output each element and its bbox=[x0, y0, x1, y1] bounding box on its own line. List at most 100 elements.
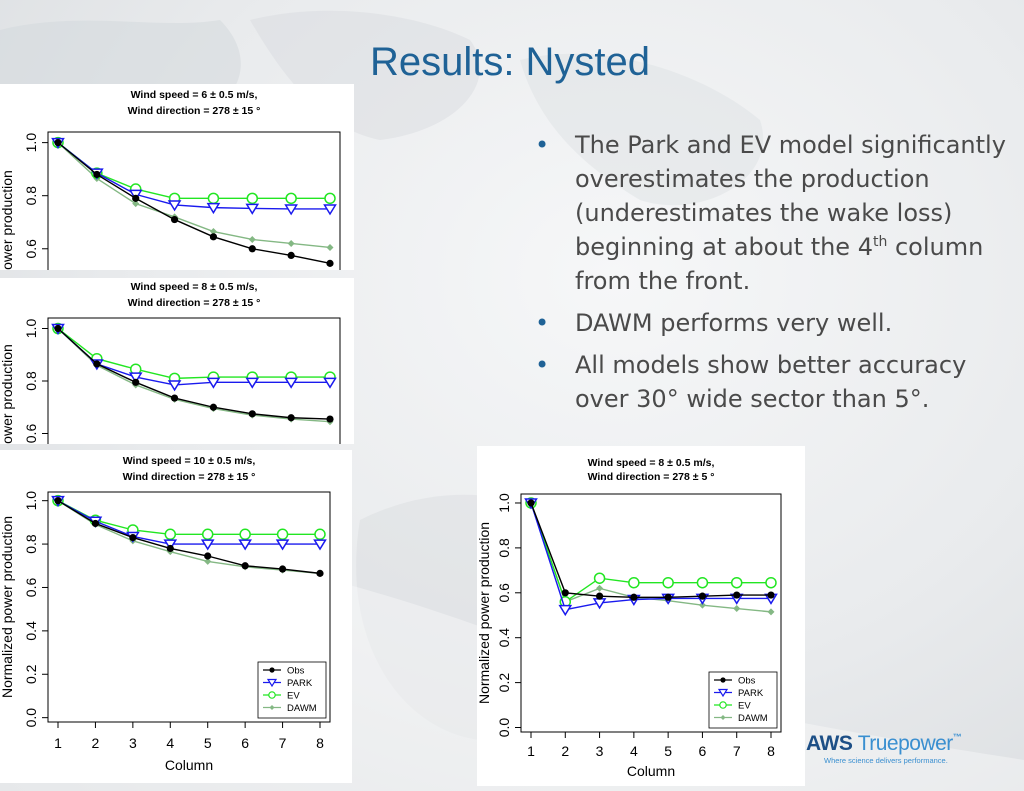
point-obs bbox=[733, 591, 741, 599]
legend-label: EV bbox=[287, 691, 300, 702]
point-park bbox=[167, 380, 182, 392]
chart-ws6-dir15: Wind speed = 6 ± 0.5 m/s, Wind direction … bbox=[0, 89, 341, 270]
point-obs bbox=[54, 497, 62, 505]
x-axis-label: Column bbox=[627, 763, 675, 779]
bullet-item: • All models show better accuracy over 3… bbox=[535, 348, 1015, 416]
chart-ws10-dir15: Wind speed = 10 ± 0.5 m/s, Wind direction… bbox=[0, 455, 331, 773]
series-line-dawm bbox=[57, 327, 331, 423]
point-obs bbox=[93, 360, 101, 368]
point-obs bbox=[287, 414, 295, 422]
point-obs bbox=[248, 410, 256, 418]
plot-frame bbox=[47, 317, 341, 444]
y-tick-label: 0.8 bbox=[23, 534, 39, 554]
point-ev bbox=[164, 528, 177, 541]
y-tick-label: 0.4 bbox=[23, 621, 39, 641]
chart-panel-3: Wind speed = 10 ± 0.5 m/s, Wind direction… bbox=[0, 450, 352, 783]
point-obs bbox=[561, 589, 569, 597]
x-tick-label: 6 bbox=[699, 743, 707, 759]
point-park bbox=[275, 539, 290, 551]
point-park bbox=[245, 377, 260, 389]
bullet-list: • The Park and EV model significantly ov… bbox=[535, 128, 1015, 424]
legend-label: EV bbox=[738, 701, 751, 712]
point-ev bbox=[765, 576, 777, 589]
chart-title-line: Wind direction = 278 ± 15 ° bbox=[128, 297, 261, 309]
point-park bbox=[167, 200, 182, 212]
plot-frame bbox=[47, 131, 341, 270]
point-ev bbox=[324, 192, 336, 205]
y-tick-label: 1.0 bbox=[23, 133, 39, 153]
point-obs bbox=[698, 592, 707, 600]
point-ev bbox=[314, 528, 326, 541]
point-park bbox=[245, 203, 260, 215]
series-line-obs bbox=[57, 327, 331, 420]
point-park bbox=[323, 204, 337, 216]
aws-truepower-logo: AWS Truepower™ Where science delivers pe… bbox=[806, 732, 962, 765]
y-axis-label: ower production bbox=[0, 170, 15, 270]
y-tick-label: 0.6 bbox=[23, 424, 39, 444]
y-tick-label: 0.0 bbox=[23, 708, 39, 728]
point-park bbox=[284, 204, 298, 216]
legend-label: DAWM bbox=[287, 703, 317, 714]
chart-title-line: Wind speed = 8 ± 0.5 m/s, bbox=[588, 457, 715, 469]
y-tick-label: 1.0 bbox=[496, 493, 512, 513]
chart-ws8-dir5: Wind speed = 8 ± 0.5 m/s, Wind direction … bbox=[477, 457, 782, 779]
chart-title-line: Wind direction = 278 ± 15 ° bbox=[128, 105, 261, 117]
legend-marker bbox=[717, 688, 729, 698]
series-line-park bbox=[57, 327, 330, 386]
bullet-marker: • bbox=[535, 131, 550, 159]
point-ev bbox=[662, 576, 674, 589]
point-dawm bbox=[767, 608, 775, 616]
point-dawm bbox=[326, 243, 334, 251]
point-park bbox=[558, 604, 573, 617]
x-tick-label: 8 bbox=[316, 735, 324, 751]
series-line-park bbox=[57, 500, 320, 545]
point-obs bbox=[767, 591, 775, 599]
point-park bbox=[128, 372, 143, 384]
point-obs bbox=[316, 569, 324, 577]
point-park bbox=[163, 539, 178, 551]
series-line-obs bbox=[57, 500, 321, 575]
point-obs bbox=[209, 233, 218, 241]
point-park bbox=[313, 539, 327, 551]
series-line-obs bbox=[530, 502, 771, 598]
point-ev bbox=[730, 576, 743, 589]
point-ev bbox=[246, 192, 259, 205]
plot-frame bbox=[47, 491, 331, 723]
point-dawm bbox=[204, 557, 212, 565]
chart-title-line: Wind direction = 278 ± 15 ° bbox=[123, 471, 256, 483]
point-obs bbox=[170, 215, 179, 224]
legend-marker bbox=[719, 701, 727, 709]
series-line-park bbox=[530, 502, 771, 611]
point-obs bbox=[278, 565, 287, 573]
chart-title-line: Wind speed = 10 ± 0.5 m/s, bbox=[123, 455, 256, 467]
legend-label: DAWM bbox=[738, 713, 768, 724]
y-tick-label: 0.6 bbox=[23, 578, 39, 598]
point-ev bbox=[207, 192, 220, 205]
x-tick-label: 1 bbox=[527, 743, 535, 759]
legend-box bbox=[708, 671, 778, 729]
y-axis-label: Normalized power production bbox=[0, 516, 15, 698]
point-ev bbox=[593, 572, 606, 584]
x-tick-label: 1 bbox=[54, 735, 62, 751]
y-axis-label: Normalized power production bbox=[477, 522, 492, 704]
point-park bbox=[206, 202, 221, 215]
bullet-text: The Park and EV model significantly over… bbox=[575, 131, 1006, 295]
bullet-text: DAWM performs very well. bbox=[575, 309, 893, 337]
legend-marker bbox=[268, 691, 276, 699]
x-tick-label: 2 bbox=[561, 743, 569, 759]
x-tick-label: 5 bbox=[664, 743, 672, 759]
point-obs bbox=[209, 403, 218, 411]
point-obs bbox=[664, 593, 672, 601]
x-tick-label: 2 bbox=[92, 735, 100, 751]
chart-title-line: Wind speed = 8 ± 0.5 m/s, bbox=[131, 281, 258, 293]
series-line-ev bbox=[57, 327, 330, 380]
point-ev bbox=[201, 528, 214, 541]
point-obs bbox=[54, 324, 62, 333]
x-tick-label: 5 bbox=[204, 735, 212, 751]
point-park bbox=[206, 377, 221, 389]
point-obs bbox=[326, 259, 334, 267]
x-tick-label: 7 bbox=[733, 743, 741, 759]
point-park bbox=[200, 539, 215, 551]
series-line-dawm bbox=[57, 142, 331, 249]
point-obs bbox=[132, 378, 140, 386]
